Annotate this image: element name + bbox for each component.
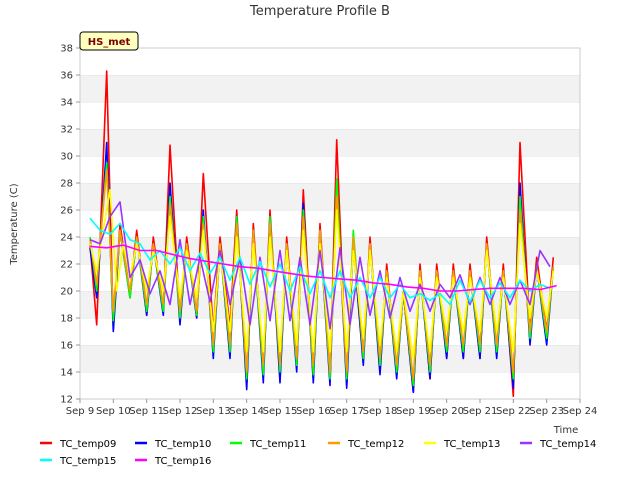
legend-label: TC_temp10 [154, 439, 211, 450]
y-tick-label: 36 [60, 71, 73, 82]
series-line-tc_temp15 [89, 217, 551, 306]
x-tick-label: Sep 11 [129, 406, 164, 417]
y-tick-label: 24 [60, 233, 73, 244]
y-tick-label: 26 [60, 206, 73, 217]
grid-band [80, 48, 580, 75]
x-tick-label: Sep 10 [96, 406, 131, 417]
y-tick-label: 30 [60, 152, 73, 163]
legend-item: TC_temp09 [40, 439, 116, 450]
legend-item: TC_temp16 [135, 456, 211, 467]
series-line-tc_temp16 [89, 244, 557, 292]
legend-label: TC_temp13 [443, 439, 500, 450]
y-tick-label: 34 [60, 98, 73, 109]
series-lines [89, 70, 557, 398]
chart-title: Temperature Profile B [249, 4, 390, 19]
grid-band [80, 102, 580, 129]
y-tick-label: 20 [60, 287, 73, 298]
x-tick-label: Sep 19 [396, 406, 431, 417]
x-tick-label: Sep 24 [563, 406, 598, 417]
plot-frame [79, 47, 581, 400]
series-line-tc_temp13 [89, 189, 555, 360]
grid-band [80, 237, 580, 264]
x-tick-label: Sep 18 [363, 406, 398, 417]
x-tick-label: Sep 9 [66, 406, 94, 417]
x-tick-label: Sep 17 [329, 406, 364, 417]
y-tick-label: 22 [60, 260, 73, 271]
legend-item: TC_temp10 [135, 439, 211, 450]
y-axis-label: Temperature (C) [9, 183, 20, 265]
legend-label: TC_temp12 [347, 439, 404, 450]
legend-label: TC_temp15 [59, 456, 116, 467]
legend-item: TC_temp12 [328, 439, 404, 450]
station-badge-label: HS_met [88, 37, 131, 48]
y-tick-label: 12 [60, 395, 73, 406]
x-tick-label: Sep 15 [263, 406, 298, 417]
station-badge: HS_met [79, 31, 139, 51]
grid-band [80, 156, 580, 183]
y-tick-label: 18 [60, 314, 73, 325]
y-tick-label: 14 [60, 368, 73, 379]
legend-item: TC_temp14 [520, 439, 596, 450]
legend-label: TC_temp14 [539, 439, 596, 450]
grid-band [80, 75, 580, 102]
legend-item: TC_temp15 [40, 456, 116, 467]
x-axis-label: Time [553, 425, 578, 436]
grid-band [80, 183, 580, 210]
x-tick-label: Sep 16 [296, 406, 331, 417]
y-tick-label: 32 [60, 125, 73, 136]
x-tick-label: Sep 20 [429, 406, 464, 417]
legend-label: TC_temp11 [249, 439, 306, 450]
legend-label: TC_temp09 [59, 439, 116, 450]
x-tick-label: Sep 14 [229, 406, 264, 417]
y-axis-ticks: 12 14 16 18 20 22 24 26 28 30 32 34 36 38 [60, 44, 80, 406]
grid-band [80, 129, 580, 156]
legend-item: TC_temp11 [230, 439, 306, 450]
x-tick-label: Sep 13 [196, 406, 231, 417]
grid-band [80, 210, 580, 237]
legend-label: TC_temp16 [154, 456, 211, 467]
x-tick-label: Sep 22 [496, 406, 531, 417]
x-tick-label: Sep 21 [463, 406, 498, 417]
y-tick-label: 38 [60, 44, 73, 55]
legend-item: TC_temp13 [424, 439, 500, 450]
legend: TC_temp09 TC_temp10 TC_temp11 TC_temp12 TC_t… [40, 439, 596, 467]
y-tick-label: 28 [60, 179, 73, 190]
y-tick-label: 16 [60, 341, 73, 352]
x-tick-label: Sep 23 [529, 406, 564, 417]
x-tick-label: Sep 12 [163, 406, 198, 417]
